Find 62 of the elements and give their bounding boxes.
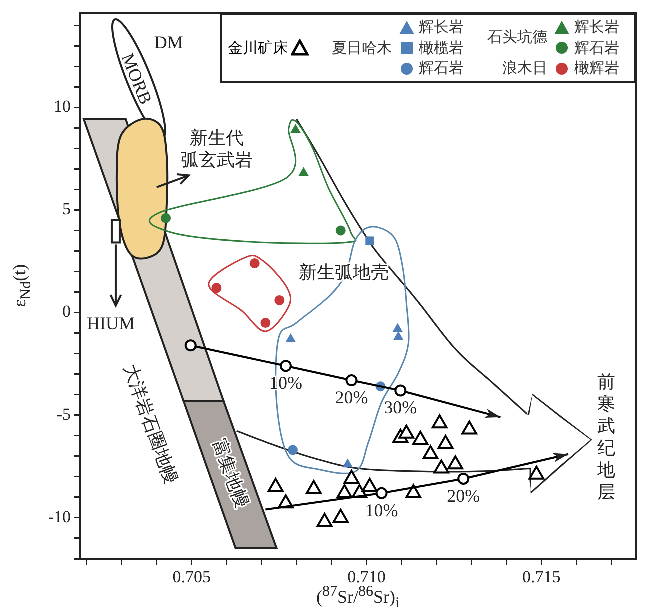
annotation: 新生代弧玄武岩 (180, 128, 253, 170)
point (286, 333, 296, 342)
point (346, 374, 358, 386)
annotation: 20% (335, 387, 368, 408)
annotation: 前寒武纪地层 (596, 372, 616, 502)
y-tick-label: 10 (54, 97, 71, 116)
point (332, 508, 349, 523)
point (336, 484, 353, 498)
annotation: HIUM (86, 314, 135, 334)
point (394, 384, 407, 397)
annotation: 10% (365, 500, 398, 520)
point (280, 360, 292, 372)
x-tick-label: 0.710 (348, 568, 386, 587)
point (212, 283, 222, 294)
point (462, 420, 478, 435)
annotation: 大洋岩石圈地幔 (120, 362, 182, 487)
legend-label: 辉长岩 (574, 18, 620, 38)
point (362, 478, 378, 492)
point (336, 226, 346, 236)
point (161, 213, 172, 224)
legend-label: 辉长岩 (419, 18, 464, 38)
point (434, 460, 450, 474)
annotation: DM (154, 32, 184, 52)
legend-label: 辉石岩 (419, 60, 464, 78)
point (268, 478, 284, 492)
point (392, 323, 404, 332)
annotation: 30% (384, 398, 418, 418)
annotation: 夏日哈木 (331, 40, 392, 58)
annotation: 石头坑德 (486, 28, 548, 48)
point (184, 340, 197, 352)
annotation: 富集地幔 (209, 436, 253, 511)
x-tick-label: 0.715 (522, 568, 561, 587)
annotation: 浪木日 (501, 59, 548, 78)
point (412, 430, 429, 445)
point (448, 456, 464, 470)
point (274, 295, 285, 306)
point (250, 258, 260, 269)
x-tick-label: 0.705 (172, 568, 212, 587)
y-tick-label: -10 (48, 507, 71, 526)
point (393, 331, 404, 340)
y-tick-label: 0 (62, 302, 71, 322)
annotation: MORB (118, 50, 156, 108)
point (366, 236, 374, 246)
point (344, 470, 360, 484)
point (432, 414, 448, 429)
point (528, 466, 545, 480)
point (306, 480, 322, 494)
text: 金川矿床 (228, 39, 288, 58)
point (316, 513, 333, 528)
point (398, 424, 415, 439)
annotation: 20% (447, 486, 480, 506)
legend-label: 辉石岩 (574, 40, 620, 58)
y-tick-label: -5 (56, 404, 71, 424)
point (260, 318, 271, 328)
point (342, 458, 354, 468)
legend-label: 橄榄岩 (419, 40, 464, 58)
point (406, 484, 422, 498)
point (422, 445, 439, 460)
x-axis-title: ($^{87}$Sr/$^{86}$Sr)$_{i}$ (316, 584, 400, 612)
legend-label: 橄辉岩 (574, 60, 620, 78)
y-tick-label: 5 (62, 200, 71, 219)
point (438, 435, 454, 450)
